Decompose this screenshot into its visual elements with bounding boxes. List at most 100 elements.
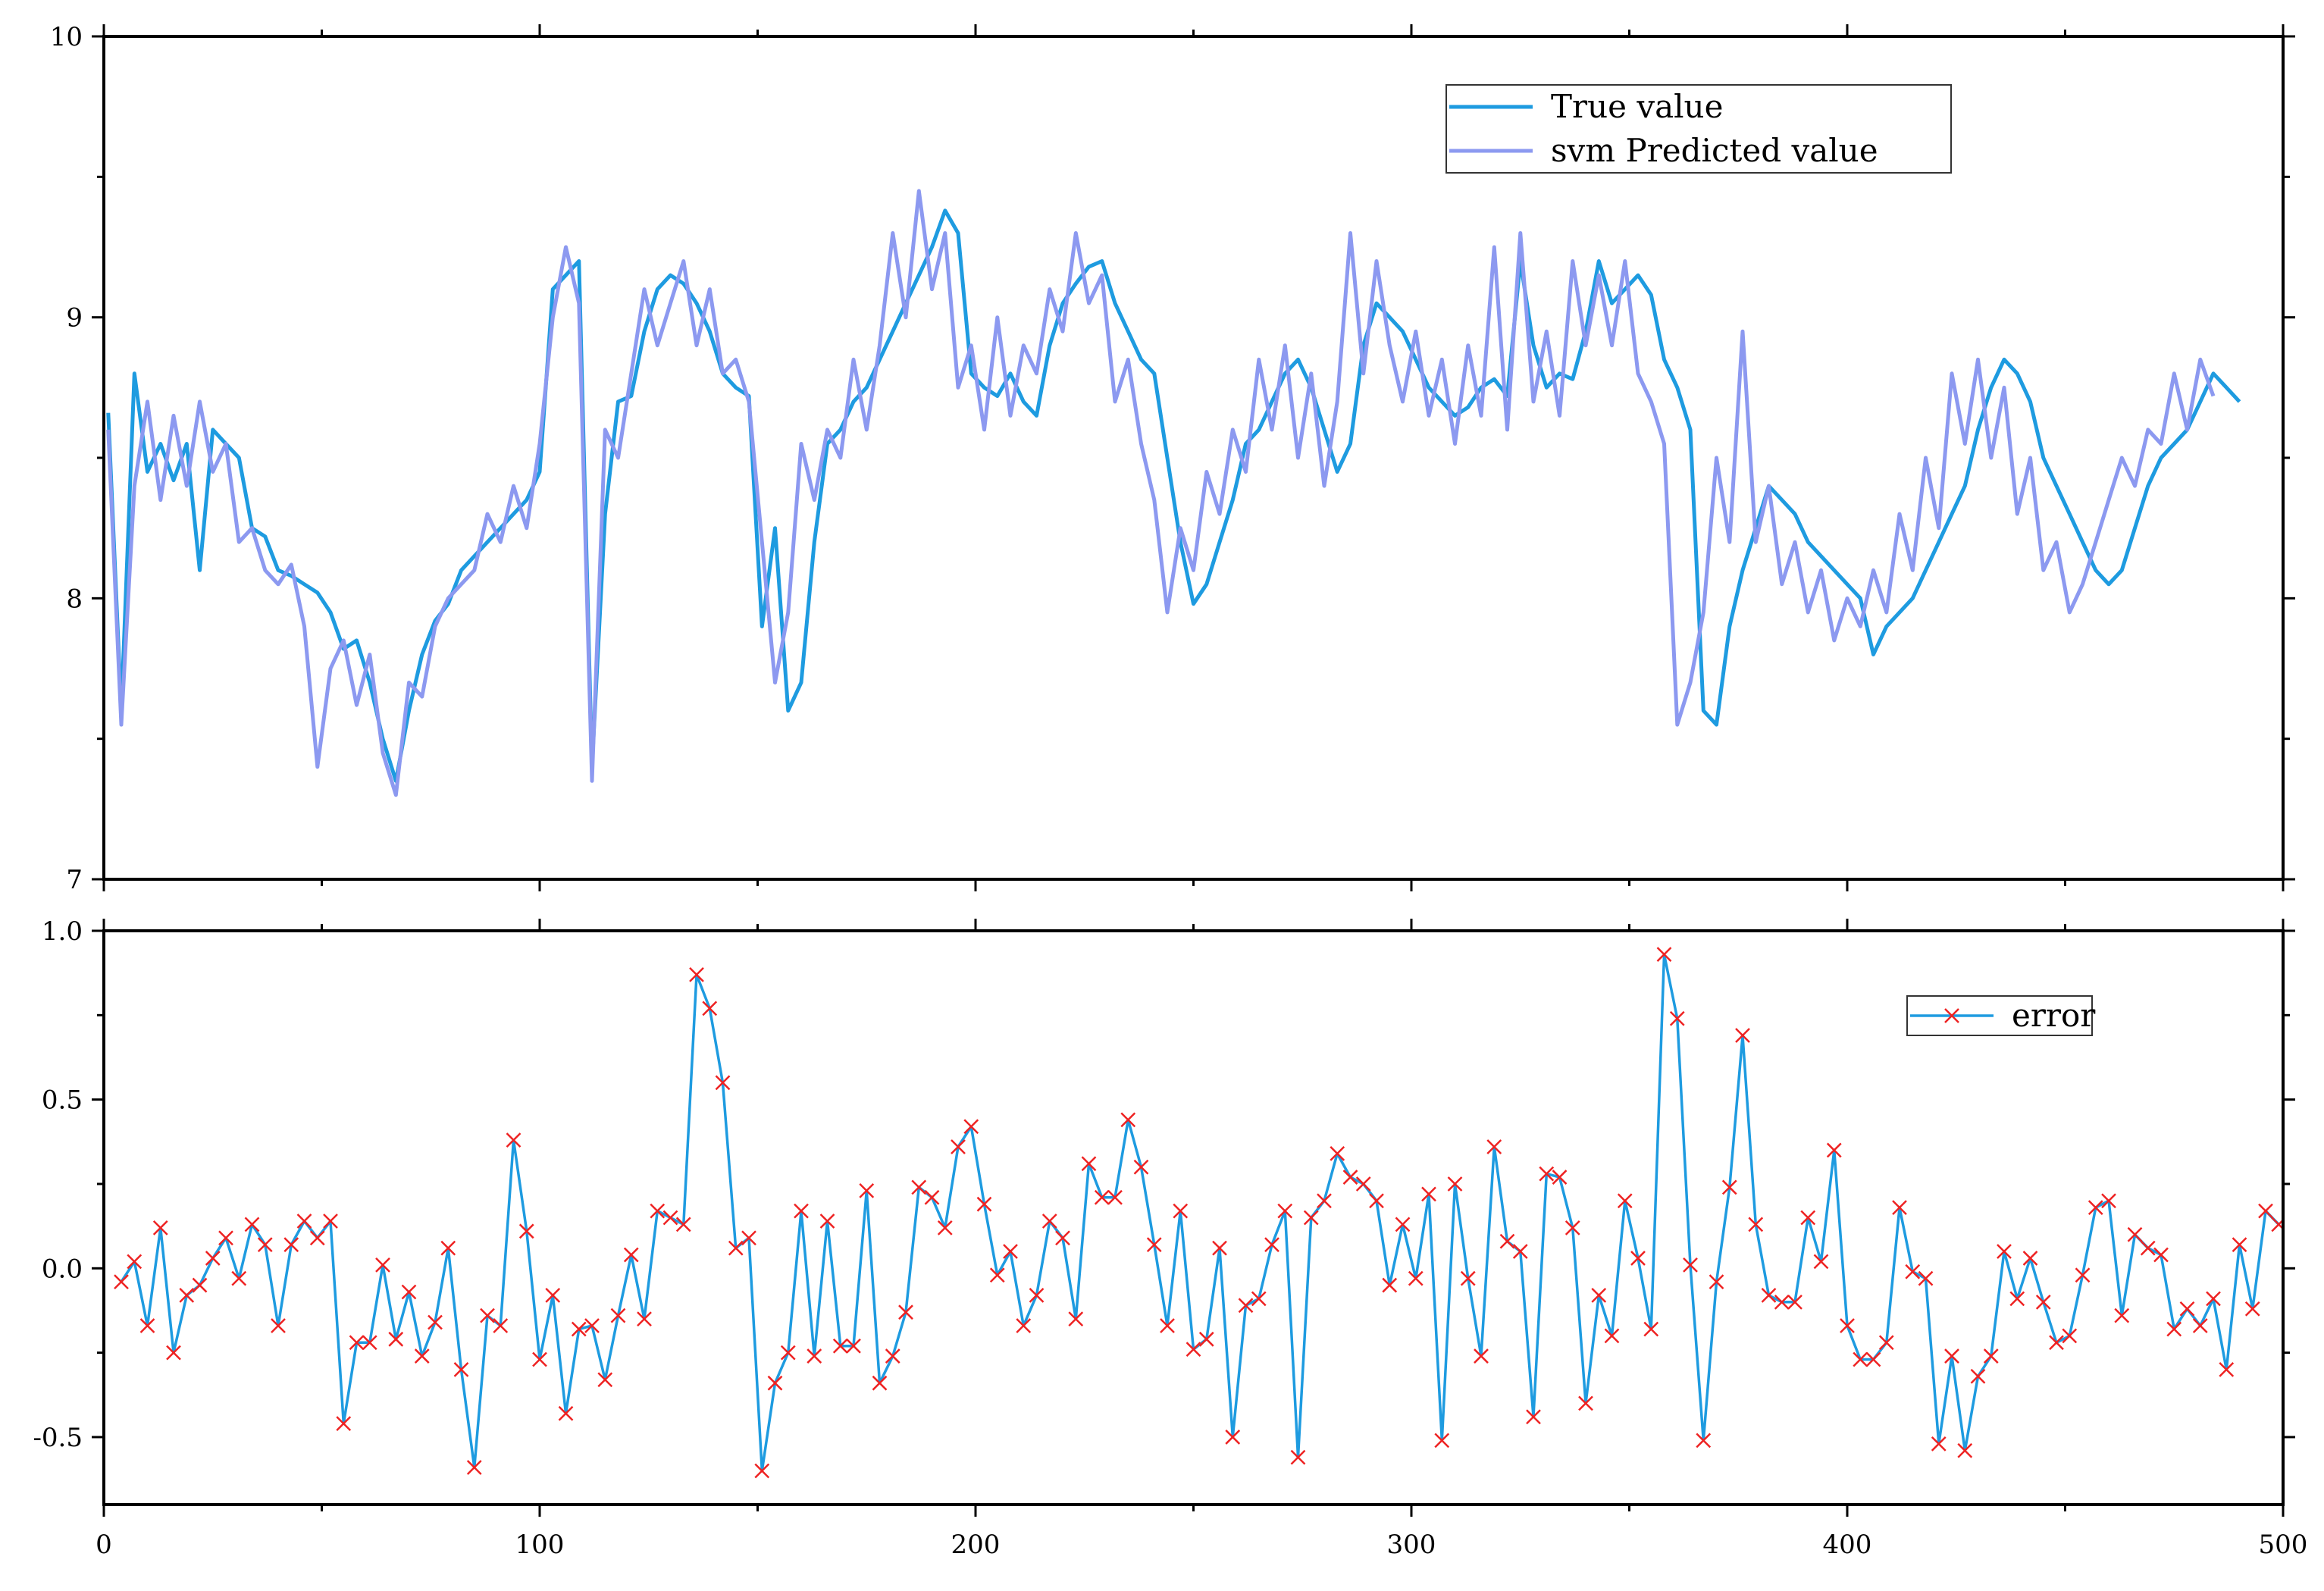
data-point-marker [741, 1230, 756, 1246]
legend-label: error [2012, 997, 2096, 1034]
data-point-marker [1709, 1274, 1724, 1289]
data-point-marker [767, 1375, 783, 1391]
data-point-marker [114, 1274, 129, 1289]
data-point-marker [1434, 1433, 1450, 1448]
data-point-marker [1918, 1270, 1934, 1286]
data-point-marker [924, 1189, 940, 1205]
data-point-marker [1238, 1298, 1254, 1314]
data-point-marker [951, 1139, 966, 1154]
data-point-marker [1486, 1139, 1502, 1154]
data-point-marker [1630, 1251, 1646, 1266]
data-point-marker [1813, 1254, 1829, 1270]
data-point-marker [1277, 1203, 1293, 1219]
series-line-0 [120, 953, 2280, 1473]
data-point-marker [1840, 1318, 1855, 1333]
data-point-marker [2075, 1267, 2091, 1283]
data-point-marker [1251, 1291, 1267, 1307]
data-point-marker [2219, 1361, 2235, 1377]
data-point-marker [1591, 1288, 1607, 1303]
data-point-marker [610, 1308, 626, 1323]
legend: True value svm Predicted value [1445, 84, 1952, 174]
data-point-marker [2140, 1240, 2156, 1256]
data-point-marker [362, 1335, 377, 1351]
data-point-marker [401, 1284, 417, 1300]
y-tick-label: 10 [50, 22, 83, 52]
data-point-marker [388, 1331, 404, 1347]
data-point-marker [989, 1267, 1005, 1283]
data-point-marker [218, 1230, 233, 1246]
data-point-marker [1997, 1244, 2012, 1259]
data-point-marker [309, 1230, 325, 1246]
data-point-marker [1120, 1112, 1136, 1128]
data-point-marker [1552, 1170, 1568, 1185]
data-point-marker [1160, 1318, 1175, 1333]
data-point-marker [1460, 1270, 1476, 1286]
data-point-marker [2022, 1251, 2038, 1266]
data-point-marker [545, 1288, 561, 1303]
data-point-marker [675, 1217, 691, 1232]
data-point-marker [2114, 1308, 2130, 1323]
data-point-marker [872, 1375, 888, 1391]
data-point-marker [1957, 1442, 1973, 1458]
data-point-marker [1512, 1244, 1528, 1259]
y-tick-label: 0.0 [42, 1254, 83, 1284]
data-point-marker [1826, 1142, 1842, 1158]
data-point-marker [1721, 1179, 1737, 1195]
data-point-marker [1395, 1217, 1411, 1232]
data-point-marker [1290, 1449, 1306, 1465]
data-point-marker [1342, 1170, 1358, 1185]
data-point-marker [414, 1348, 430, 1364]
data-point-marker [2049, 1335, 2064, 1351]
top-panel-true-vs-predicted: 7 8 9 10 True value svm Predicted value [50, 22, 2295, 895]
data-point-marker [1081, 1156, 1097, 1172]
data-point-marker [597, 1372, 613, 1388]
data-point-marker [296, 1214, 312, 1229]
x-tick-label: 400 [1823, 1530, 1872, 1560]
data-point-marker [2101, 1193, 2116, 1209]
data-point-marker [2192, 1318, 2208, 1333]
data-point-marker [518, 1223, 534, 1239]
data-point-marker [1564, 1220, 1580, 1236]
legend-label: True value [1551, 88, 1723, 125]
data-point-marker [832, 1338, 848, 1354]
data-point-marker [937, 1220, 953, 1236]
data-point-marker [127, 1254, 143, 1270]
data-point-marker [271, 1318, 286, 1333]
data-point-marker [2206, 1291, 2221, 1307]
data-point-marker [1382, 1277, 1398, 1293]
data-point-marker [1055, 1230, 1070, 1246]
series-line-1 [106, 189, 2216, 797]
data-point-marker [689, 967, 704, 982]
data-point-marker [1447, 1176, 1463, 1192]
data-point-marker [2179, 1301, 2195, 1317]
data-point-marker [1748, 1217, 1764, 1232]
data-point-marker [1905, 1264, 1921, 1279]
data-point-marker [1212, 1240, 1227, 1256]
data-point-marker [911, 1179, 927, 1195]
data-point-marker [283, 1237, 299, 1253]
data-point-marker [846, 1338, 861, 1354]
data-point-marker [428, 1314, 443, 1330]
x-tick-label: 0 [96, 1530, 112, 1560]
data-point-marker [1185, 1342, 1201, 1358]
data-point-marker [885, 1348, 900, 1364]
data-point-marker [637, 1311, 652, 1326]
data-point-marker [1983, 1348, 1999, 1364]
data-point-marker [1016, 1318, 1032, 1333]
data-point-marker [192, 1277, 208, 1293]
data-point-marker [1133, 1159, 1149, 1175]
data-point-marker [794, 1203, 809, 1219]
data-point-marker [715, 1075, 731, 1091]
data-point-marker [1853, 1351, 1868, 1367]
data-point-marker [1787, 1294, 1803, 1310]
data-point-marker [1800, 1210, 1816, 1226]
data-point-marker [728, 1240, 744, 1256]
data-point-marker [662, 1210, 678, 1226]
plot-area [114, 947, 2283, 1479]
data-point-marker [1865, 1351, 1881, 1367]
data-point-marker [1068, 1311, 1084, 1326]
data-point-marker [2035, 1294, 2051, 1310]
data-point-marker [1892, 1200, 1907, 1216]
data-point-marker [1264, 1237, 1279, 1253]
data-point-marker [1317, 1193, 1332, 1209]
